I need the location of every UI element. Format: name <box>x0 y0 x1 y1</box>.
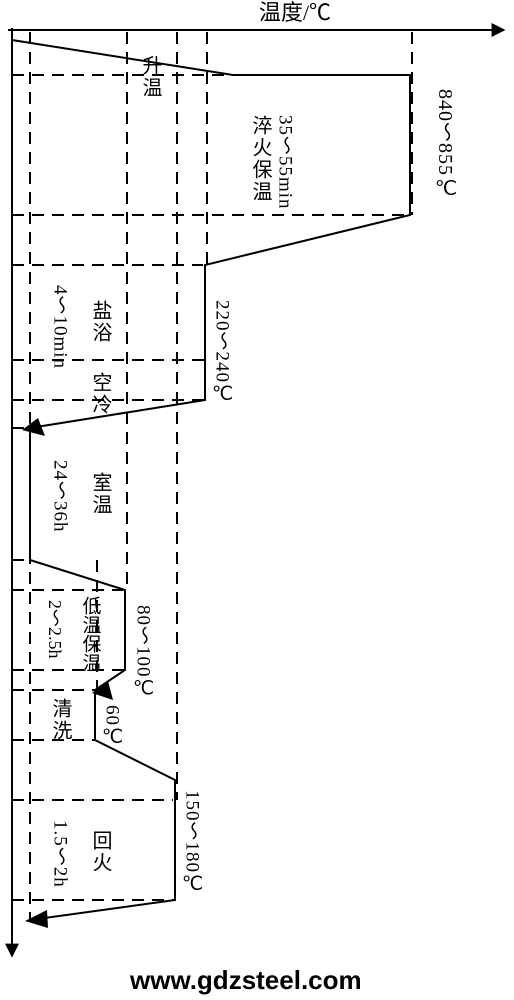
stage-quench-b: 35～55min <box>275 115 296 210</box>
stage-aircool: 空冷 <box>89 372 112 416</box>
stage-quench-a: 淬火保温 <box>249 115 272 203</box>
stage-temper-a: 回火 <box>89 830 111 874</box>
stage-salt-b: 4～10min <box>50 285 71 369</box>
temp-salt: 220～240℃ <box>212 300 233 406</box>
footer-watermark: www.gdzsteel.com <box>130 965 362 996</box>
stage-lowtemp-a: 低温保温 <box>80 596 102 672</box>
stage-salt-a: 盐浴 <box>89 300 112 344</box>
stage-heating: 升温 <box>139 55 162 99</box>
stage-wash: 清洗 <box>49 698 72 742</box>
temp-wash: 60℃ <box>102 705 123 749</box>
stage-temper-b: 1.5～2h <box>50 820 71 888</box>
temp-lowtemp: 80～100℃ <box>133 605 154 701</box>
stage-lowtemp-b: 2～2.5h <box>45 600 65 659</box>
stage-room-a: 室温 <box>89 472 112 516</box>
temp-temper: 150～180℃ <box>182 790 203 896</box>
stage-room-b: 24～36h <box>50 460 71 533</box>
temp-quench: 840～855℃ <box>434 89 456 201</box>
cooling-arrow-3 <box>25 910 48 928</box>
temp-profile <box>12 30 410 920</box>
axis-label: 温度/℃ <box>259 0 331 25</box>
